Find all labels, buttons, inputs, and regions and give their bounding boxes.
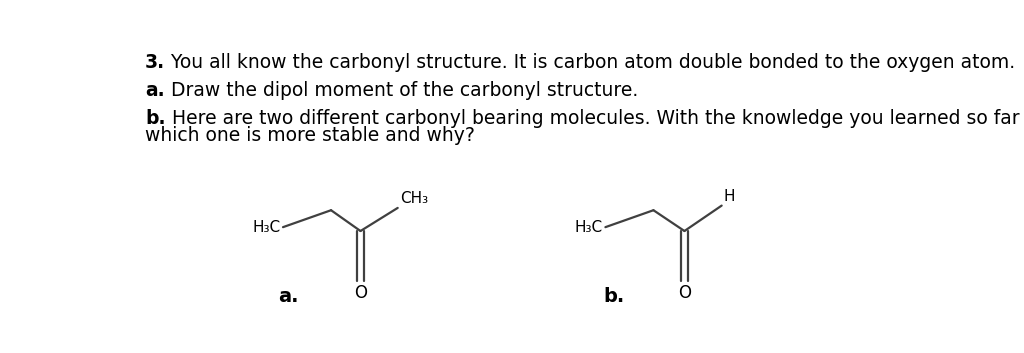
Text: a.: a. xyxy=(279,287,299,306)
Text: a.: a. xyxy=(145,81,165,100)
Text: H₃C: H₃C xyxy=(574,220,603,235)
Text: 3.: 3. xyxy=(145,53,165,72)
Text: O: O xyxy=(354,284,367,302)
Text: H: H xyxy=(724,189,735,204)
Text: b.: b. xyxy=(603,287,625,306)
Text: Here are two different carbonyl bearing molecules. With the knowledge you learne: Here are two different carbonyl bearing … xyxy=(166,109,1024,127)
Text: b.: b. xyxy=(145,109,166,127)
Text: Draw the dipol moment of the carbonyl structure.: Draw the dipol moment of the carbonyl st… xyxy=(165,81,638,100)
Text: H₃C: H₃C xyxy=(253,220,281,235)
Text: O: O xyxy=(678,284,691,302)
Text: which one is more stable and why?: which one is more stable and why? xyxy=(145,126,475,144)
Text: CH₃: CH₃ xyxy=(400,191,428,207)
Text: You all know the carbonyl structure. It is carbon atom double bonded to the oxyg: You all know the carbonyl structure. It … xyxy=(165,53,1016,72)
